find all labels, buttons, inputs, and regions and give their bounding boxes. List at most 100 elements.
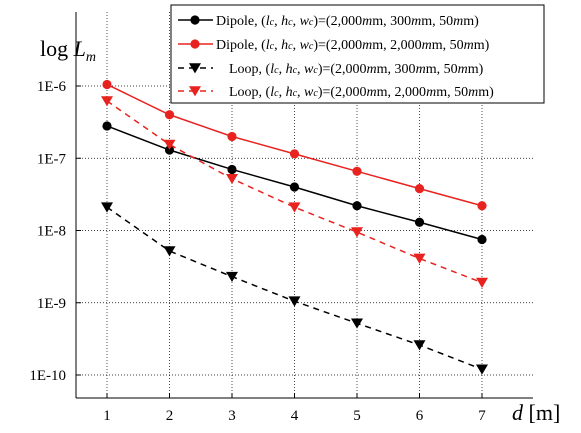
legend-label-part: c [313,88,318,99]
y-axis-title-main: log [40,36,74,61]
data-point [163,246,176,257]
tick-labels: 1 2 3 4 5 6 7 1E-6 1E-7 1E-8 1E-9 1E-10 [29,79,486,424]
data-point [352,201,362,211]
legend-label: Dipole, (lc, hc, wc)=(2,000mm, 2,000mm, … [216,38,490,53]
legend-label-part: c [313,65,318,76]
legend-label-part: Loop, ( [229,62,271,77]
legend-label-part: h [281,14,288,29]
data-point [477,234,487,245]
legend-label: Loop, (lc, hc, wc)=(2,000mm, 2,000mm, 50… [229,85,494,100]
x-axis-title-var: d [512,400,524,425]
data-point [476,364,488,375]
legend-label-part: m [468,85,478,100]
data-point [351,318,363,329]
y-tick-label: 1E-8 [37,224,66,240]
legend-label-part: )=(2,000 [313,14,362,29]
legend-label-part: m, 300 [377,62,416,77]
data-point [102,79,112,90]
series-1 [102,121,487,245]
legend-label-part: m, 50 [426,62,458,77]
legend-marker [189,63,201,74]
legend-label-part: c [270,17,275,28]
data-point [414,217,425,227]
y-axis-title-sub: m [86,50,96,65]
data-point [413,340,426,351]
legend-label-part: m, 50 [436,85,468,100]
legend-label-part: , [293,38,300,53]
legend-label-part: c [270,41,275,52]
legend-label-part: )=(2,000 [318,62,367,77]
x-tick-label: 7 [478,408,486,424]
legend-label-part: m, 50 [421,14,453,29]
data-point [226,173,238,185]
legend-label-part: m [464,38,474,53]
legend-label: Dipole, (lc, hc, wc)=(2,000mm, 300mm, 50… [216,14,479,29]
data-point [352,166,362,176]
legend: Dipole, (lc, hc, wc)=(2,000mm, 300mm, 50… [170,4,545,104]
y-axis-title-var: L [73,36,86,61]
legend-label-part: c [293,88,298,99]
data-point [227,131,237,142]
legend-marker [190,39,200,49]
legend-label-part: w [304,85,314,100]
series-2 [102,79,487,211]
legend-label-part: m [362,38,372,53]
data-point [163,139,176,150]
legend-label-part: m) [478,85,494,100]
legend-label-part: m) [468,62,484,77]
legend-label-part: w [300,14,310,29]
legend-label-part: m [453,14,463,29]
legend-label-part: m) [463,14,479,29]
data-point [289,149,300,159]
legend-label-part: )=(2,000 [318,85,367,100]
legend-label-part: h [286,62,293,77]
x-tick-label: 1 [103,408,111,424]
axes [75,12,533,399]
legend-label-part: h [286,85,293,100]
x-tick-label: 6 [416,408,424,424]
legend-label-part: l [266,38,270,53]
legend-entry-3: Loop, (lc, hc, wc)=(2,000mm, 300mm, 50mm… [178,62,484,77]
legend-label-part: c [288,41,293,52]
y-tick-label: 1E-10 [29,368,66,384]
legend-label-part: c [293,65,298,76]
legend-entry-4: Loop, (lc, hc, wc)=(2,000mm, 2,000mm, 50… [178,85,494,100]
legend-label-part: w [304,62,314,77]
legend-label-part: m [362,14,372,29]
legend-label-part: c [274,88,279,99]
x-axis-title-unit: [m] [523,400,560,425]
legend-marker [190,15,200,25]
legend-label-part: m, 2,000 [377,85,426,100]
legend-marker [189,86,201,97]
legend-label-part: m) [474,38,490,53]
legend-label-part: m [426,85,436,100]
legend-label-part: , [279,85,286,100]
data-point [351,227,363,238]
y-tick-label: 1E-6 [37,79,67,95]
legend-label-part: m [411,14,421,29]
legend-label-part: m [367,62,377,77]
legend-label-part: , [297,85,304,100]
legend-entry-2: Dipole, (lc, hc, wc)=(2,000mm, 2,000mm, … [178,38,490,53]
legend-label-part: l [270,85,274,100]
data-point [414,184,425,194]
legend-label-part: m, 300 [372,14,411,29]
data-point [413,253,426,264]
legend-label-part: , [297,62,304,77]
x-axis-title: d [m] [512,400,560,425]
legend-label-part: m, 2,000 [372,38,421,53]
data-point [288,296,301,307]
legend-label-part: Dipole, ( [216,38,266,53]
y-axis-title: log Lm [40,36,96,65]
data-point [477,201,487,211]
x-tick-label: 4 [291,408,299,424]
y-tick-label: 1E-7 [37,151,67,167]
data-point [101,202,113,213]
legend-label-part: c [288,17,293,28]
data-point [227,164,237,175]
legend-label-part: w [300,38,310,53]
data-point [164,110,175,120]
x-tick-label: 2 [166,408,174,424]
legend-label-part: m, 50 [432,38,464,53]
